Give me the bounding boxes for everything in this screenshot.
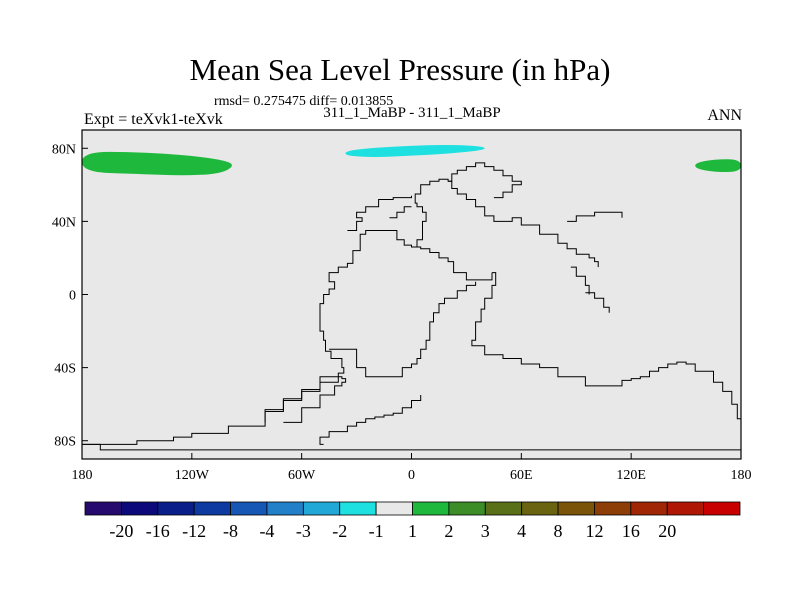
x-tick-label: 0 (408, 468, 415, 483)
experiment-label: Expt = teXvk1-teXvk (84, 111, 223, 128)
anomaly-region-arctic-negative (345, 145, 485, 157)
x-tick-label: 180 (731, 468, 752, 483)
colorbar-box (448, 501, 486, 516)
colorbar-label: -16 (146, 521, 170, 541)
colorbar-label: 12 (585, 521, 603, 541)
coastline (389, 206, 412, 219)
coastline (329, 281, 477, 378)
colorbar-label: -2 (332, 521, 347, 541)
y-tick-label: 80S (54, 435, 76, 450)
colorbar-label: -1 (369, 521, 384, 541)
colorbar-box (120, 501, 159, 516)
colorbar-box (302, 501, 341, 516)
season-label: ANN (707, 107, 742, 124)
plot-area (82, 130, 741, 459)
colorbar-box (521, 501, 559, 516)
coastline (319, 395, 422, 445)
x-tick-label: 60W (288, 468, 316, 483)
x-tick-label: 120E (616, 468, 646, 483)
colorbar-box (666, 501, 705, 516)
coastline (347, 195, 412, 231)
colorbar-label: -20 (109, 521, 133, 541)
colorbar-label: 20 (658, 521, 676, 541)
anomaly-region-siberia-positive (695, 159, 741, 172)
colorbar-box (84, 501, 122, 516)
coastline (570, 266, 590, 295)
colorbar-box (157, 501, 195, 516)
coastline (471, 272, 741, 428)
colorbar-label: 3 (481, 521, 490, 541)
colorbar-label: -12 (182, 521, 206, 541)
colorbar-box (193, 501, 231, 516)
coastline (585, 292, 610, 313)
colorbar-box (230, 501, 268, 516)
x-tick-label: 180 (72, 468, 93, 483)
stats-text: rmsd= 0.275475 diff= 0.013855 (214, 94, 394, 109)
coastline (567, 211, 623, 222)
colorbar-label: 1 (408, 521, 417, 541)
coastline (82, 443, 741, 451)
colorbar-box (375, 501, 413, 516)
colorbar-box (266, 501, 304, 516)
colorbar-label: -4 (259, 521, 274, 541)
colorbar-box (703, 501, 741, 516)
colorbar-label: -3 (296, 521, 311, 541)
colorbar-label: 4 (517, 521, 526, 541)
anomaly-region-north-atlantic-positive (82, 151, 232, 176)
coastline (411, 178, 599, 268)
coastline (448, 162, 522, 199)
colorbar-box (594, 501, 632, 516)
colorbar-box (484, 501, 523, 516)
x-tick-label: 120W (175, 468, 210, 483)
y-tick-label: 40N (52, 215, 76, 230)
y-tick-label: 0 (69, 289, 76, 304)
y-tick-label: 80N (52, 142, 76, 157)
chart-subtitle: 311_1_MaBP - 311_1_MaBP (323, 105, 501, 121)
colorbar-label: 2 (444, 521, 453, 541)
colorbar-label: 8 (554, 521, 563, 541)
coastline (264, 376, 347, 423)
x-tick-label: 60E (510, 468, 533, 483)
colorbar-box (630, 501, 668, 516)
chart-title: Mean Sea Level Pressure (in hPa) (189, 52, 611, 87)
colorbar-box (412, 501, 450, 516)
colorbar-label: -8 (223, 521, 238, 541)
colorbar-label: 16 (622, 521, 640, 541)
y-tick-label: 40S (54, 362, 76, 377)
colorbar-box (557, 501, 595, 516)
colorbar-box (339, 501, 377, 516)
